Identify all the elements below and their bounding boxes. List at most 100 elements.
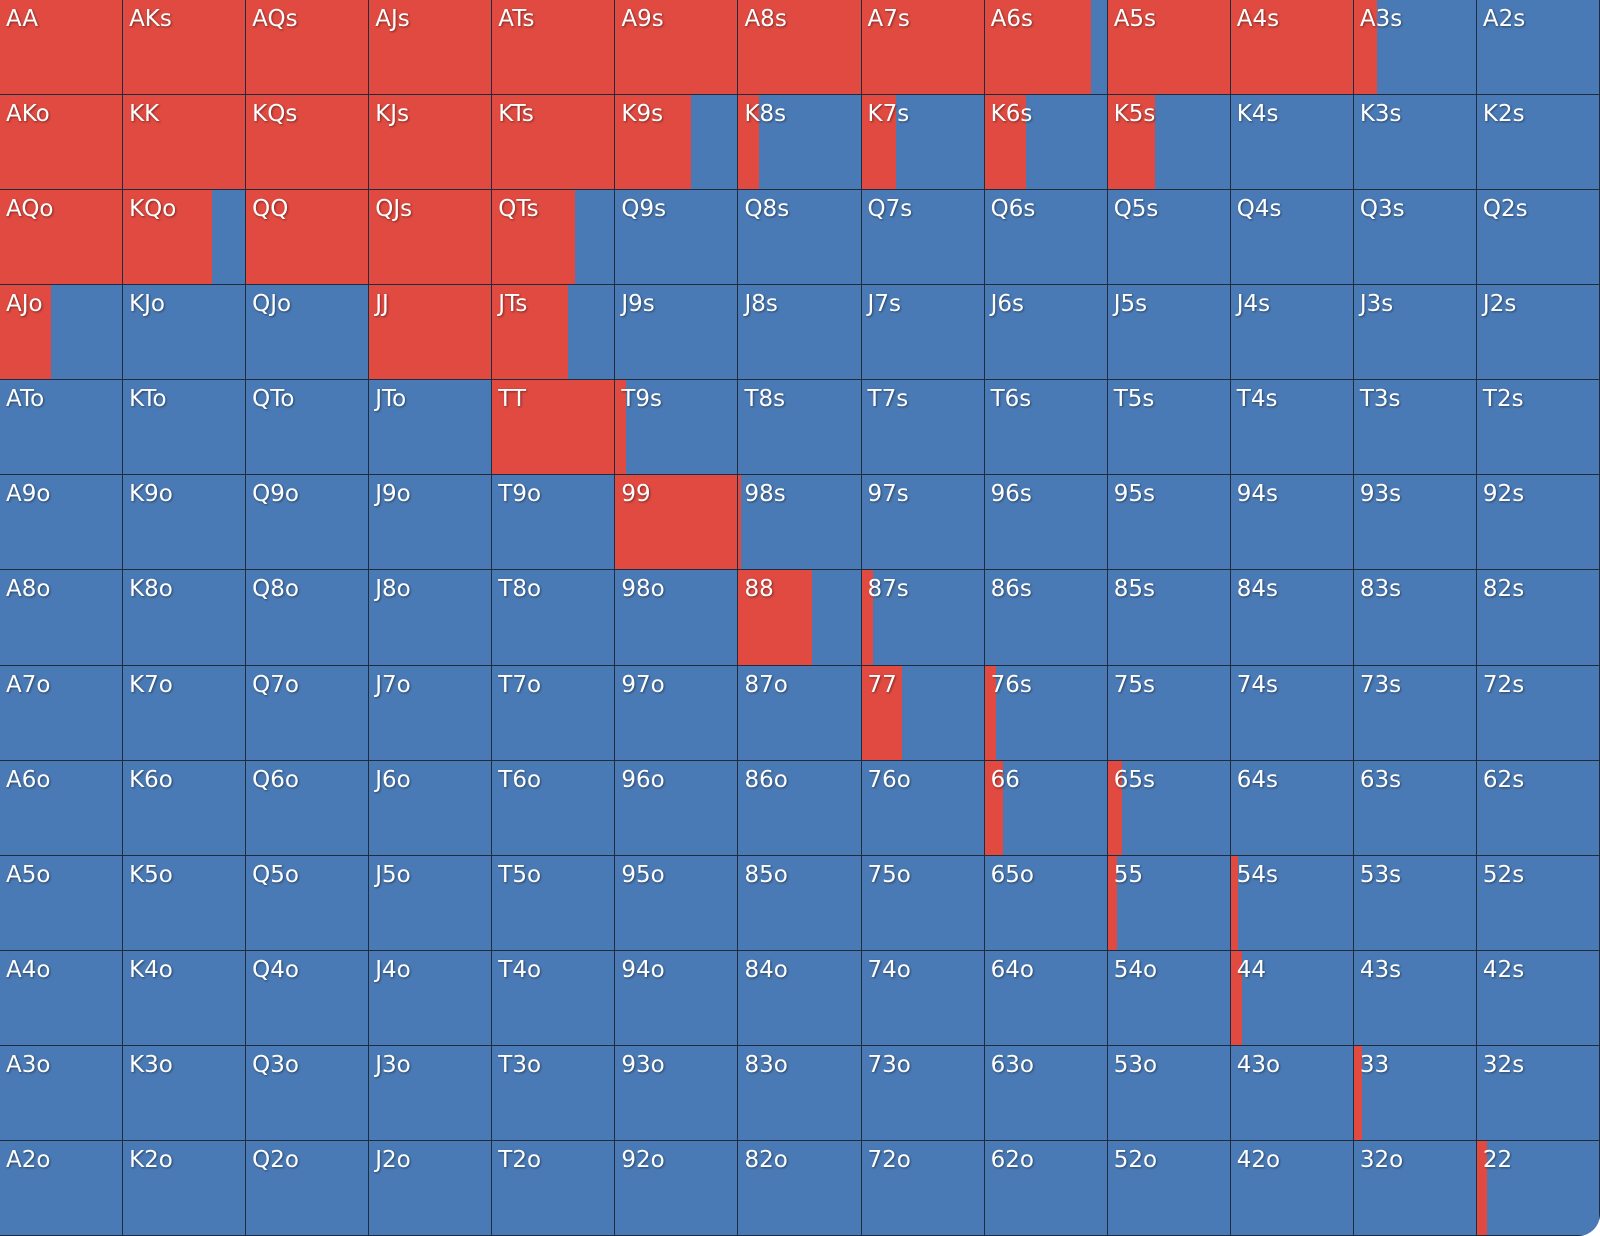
hand-cell[interactable]: Q6s: [984, 190, 1108, 286]
hand-cell[interactable]: 22: [1476, 1140, 1600, 1236]
hand-cell[interactable]: 44: [1230, 950, 1354, 1046]
hand-cell[interactable]: 33: [1353, 1045, 1477, 1141]
hand-cell[interactable]: A6o: [0, 760, 124, 856]
hand-cell[interactable]: 82s: [1476, 570, 1600, 666]
hand-cell[interactable]: A5s: [1107, 0, 1231, 96]
hand-cell[interactable]: 87s: [861, 570, 985, 666]
hand-cell[interactable]: Q2o: [246, 1140, 370, 1236]
hand-cell[interactable]: J8o: [369, 570, 493, 666]
hand-cell[interactable]: J6o: [369, 760, 493, 856]
hand-cell[interactable]: KTs: [492, 95, 616, 191]
hand-cell[interactable]: 94s: [1230, 475, 1354, 571]
hand-cell[interactable]: 74s: [1230, 665, 1354, 761]
hand-cell[interactable]: 63s: [1353, 760, 1477, 856]
hand-cell[interactable]: J8s: [738, 285, 862, 381]
hand-cell[interactable]: K4o: [123, 950, 247, 1046]
hand-cell[interactable]: K3o: [123, 1045, 247, 1141]
hand-cell[interactable]: AJs: [369, 0, 493, 96]
hand-cell[interactable]: 42s: [1476, 950, 1600, 1046]
hand-cell[interactable]: 66: [984, 760, 1108, 856]
hand-cell[interactable]: J3o: [369, 1045, 493, 1141]
hand-cell[interactable]: T5s: [1107, 380, 1231, 476]
hand-cell[interactable]: 93o: [615, 1045, 739, 1141]
hand-cell[interactable]: 72s: [1476, 665, 1600, 761]
hand-cell[interactable]: 43s: [1353, 950, 1477, 1046]
hand-cell[interactable]: Q5o: [246, 855, 370, 951]
hand-cell[interactable]: T5o: [492, 855, 616, 951]
hand-cell[interactable]: JJ: [369, 285, 493, 381]
hand-cell[interactable]: J4s: [1230, 285, 1354, 381]
hand-cell[interactable]: 65o: [984, 855, 1108, 951]
hand-cell[interactable]: 75s: [1107, 665, 1231, 761]
hand-cell[interactable]: 93s: [1353, 475, 1477, 571]
hand-cell[interactable]: 99: [615, 475, 739, 571]
hand-cell[interactable]: J2s: [1476, 285, 1600, 381]
hand-cell[interactable]: TT: [492, 380, 616, 476]
hand-cell[interactable]: J5o: [369, 855, 493, 951]
hand-cell[interactable]: K6o: [123, 760, 247, 856]
hand-cell[interactable]: A7o: [0, 665, 124, 761]
hand-cell[interactable]: AQs: [246, 0, 370, 96]
hand-cell[interactable]: A4o: [0, 950, 124, 1046]
hand-cell[interactable]: 85s: [1107, 570, 1231, 666]
hand-cell[interactable]: AQo: [0, 190, 124, 286]
hand-cell[interactable]: Q5s: [1107, 190, 1231, 286]
hand-cell[interactable]: 94o: [615, 950, 739, 1046]
hand-cell[interactable]: 42o: [1230, 1140, 1354, 1236]
hand-cell[interactable]: 73o: [861, 1045, 985, 1141]
hand-cell[interactable]: AKo: [0, 95, 124, 191]
hand-cell[interactable]: Q9o: [246, 475, 370, 571]
hand-cell[interactable]: Q7o: [246, 665, 370, 761]
hand-cell[interactable]: A8s: [738, 0, 862, 96]
hand-cell[interactable]: KTo: [123, 380, 247, 476]
hand-cell[interactable]: K9s: [615, 95, 739, 191]
hand-cell[interactable]: Q7s: [861, 190, 985, 286]
hand-cell[interactable]: 97o: [615, 665, 739, 761]
hand-cell[interactable]: 84o: [738, 950, 862, 1046]
hand-cell[interactable]: 84s: [1230, 570, 1354, 666]
hand-cell[interactable]: 52o: [1107, 1140, 1231, 1236]
hand-cell[interactable]: 88: [738, 570, 862, 666]
hand-cell[interactable]: 64o: [984, 950, 1108, 1046]
hand-cell[interactable]: 85o: [738, 855, 862, 951]
hand-cell[interactable]: K7o: [123, 665, 247, 761]
hand-cell[interactable]: QJo: [246, 285, 370, 381]
hand-cell[interactable]: AA: [0, 0, 124, 96]
hand-cell[interactable]: 77: [861, 665, 985, 761]
hand-cell[interactable]: 95o: [615, 855, 739, 951]
hand-cell[interactable]: KJs: [369, 95, 493, 191]
hand-cell[interactable]: KK: [123, 95, 247, 191]
hand-cell[interactable]: 96o: [615, 760, 739, 856]
hand-cell[interactable]: QTo: [246, 380, 370, 476]
hand-cell[interactable]: 98s: [738, 475, 862, 571]
hand-cell[interactable]: 97s: [861, 475, 985, 571]
hand-cell[interactable]: ATo: [0, 380, 124, 476]
hand-cell[interactable]: J7o: [369, 665, 493, 761]
hand-cell[interactable]: Q6o: [246, 760, 370, 856]
hand-cell[interactable]: K8o: [123, 570, 247, 666]
hand-cell[interactable]: 62s: [1476, 760, 1600, 856]
hand-cell[interactable]: AKs: [123, 0, 247, 96]
hand-cell[interactable]: 65s: [1107, 760, 1231, 856]
hand-cell[interactable]: 75o: [861, 855, 985, 951]
hand-cell[interactable]: T2o: [492, 1140, 616, 1236]
hand-cell[interactable]: Q9s: [615, 190, 739, 286]
hand-cell[interactable]: 55: [1107, 855, 1231, 951]
hand-cell[interactable]: 43o: [1230, 1045, 1354, 1141]
hand-cell[interactable]: 73s: [1353, 665, 1477, 761]
hand-cell[interactable]: J9o: [369, 475, 493, 571]
hand-cell[interactable]: Q4o: [246, 950, 370, 1046]
hand-cell[interactable]: 92o: [615, 1140, 739, 1236]
hand-cell[interactable]: KQs: [246, 95, 370, 191]
hand-cell[interactable]: J4o: [369, 950, 493, 1046]
hand-cell[interactable]: 87o: [738, 665, 862, 761]
hand-cell[interactable]: 62o: [984, 1140, 1108, 1236]
hand-cell[interactable]: A7s: [861, 0, 985, 96]
hand-cell[interactable]: J9s: [615, 285, 739, 381]
hand-cell[interactable]: T9o: [492, 475, 616, 571]
hand-cell[interactable]: K4s: [1230, 95, 1354, 191]
hand-cell[interactable]: ATs: [492, 0, 616, 96]
hand-cell[interactable]: 96s: [984, 475, 1108, 571]
hand-cell[interactable]: QJs: [369, 190, 493, 286]
hand-cell[interactable]: T6o: [492, 760, 616, 856]
